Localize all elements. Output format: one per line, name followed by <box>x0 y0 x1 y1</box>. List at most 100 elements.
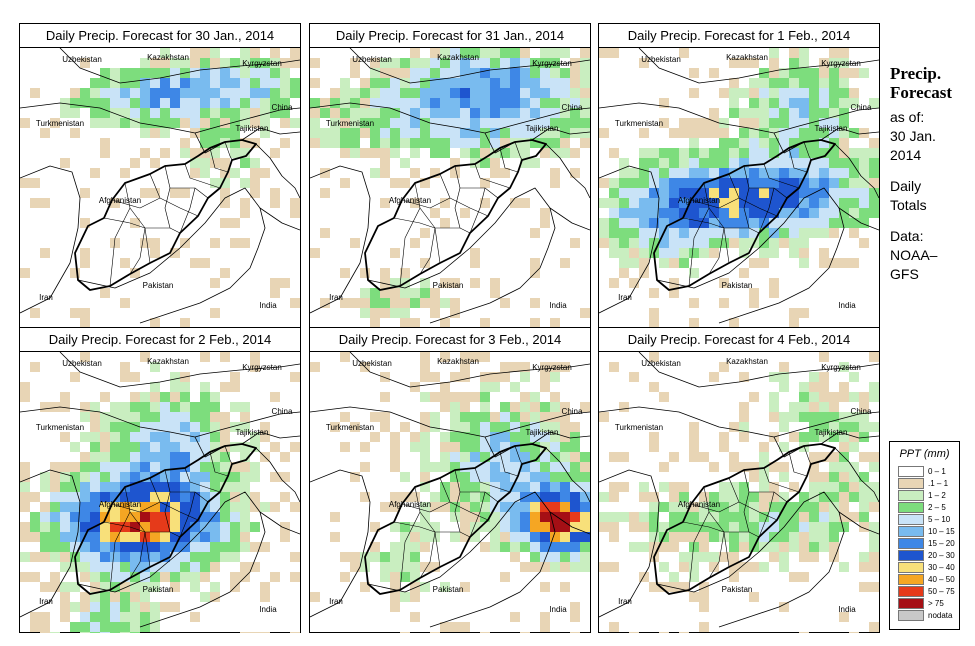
asof-date: 30 Jan. <box>890 128 936 144</box>
precip-cell <box>849 198 859 208</box>
precip-cell <box>859 158 869 168</box>
precip-cell <box>809 118 819 128</box>
precip-cell <box>410 562 420 572</box>
precip-cell <box>170 188 180 198</box>
precip-cell <box>829 158 839 168</box>
precip-cell <box>849 412 859 422</box>
precip-cell <box>849 228 859 238</box>
precip-cell <box>619 258 629 268</box>
precip-cell <box>540 512 550 522</box>
precip-cell <box>769 248 779 258</box>
precip-cell <box>170 552 180 562</box>
precip-cell <box>130 268 140 278</box>
precip-cell <box>809 452 819 462</box>
province-boundary <box>803 141 812 161</box>
country-border <box>773 431 879 458</box>
province-boundary <box>454 165 499 199</box>
precip-cell <box>30 308 40 318</box>
precip-cell <box>120 118 130 128</box>
province-boundary <box>703 486 730 568</box>
precip-cell <box>90 552 100 562</box>
precip-cell <box>120 168 130 178</box>
precip-cell <box>430 298 440 308</box>
precip-cell <box>100 78 110 88</box>
precip-cell <box>719 238 729 248</box>
province-boundary <box>179 187 196 234</box>
precip-cell <box>30 532 40 542</box>
precip-cell <box>639 218 649 228</box>
precip-cell <box>749 522 759 532</box>
precip-cell <box>160 422 170 432</box>
precip-cell <box>550 362 560 372</box>
country-border <box>834 143 879 199</box>
precip-cell <box>110 562 120 572</box>
precip-cell <box>719 188 729 198</box>
precip-cell <box>100 552 110 562</box>
precip-cell <box>390 108 400 118</box>
precip-cell <box>160 402 170 412</box>
precip-cell <box>580 542 590 552</box>
precip-cell <box>140 572 150 582</box>
precip-cell <box>859 582 869 592</box>
precip-cell <box>629 372 639 382</box>
precip-cell <box>460 128 470 138</box>
precip-cell <box>220 218 230 228</box>
precip-cell <box>250 88 260 98</box>
precip-cell <box>629 208 639 218</box>
precip-cell <box>729 482 739 492</box>
country-border <box>59 48 300 84</box>
precip-cell <box>609 188 619 198</box>
precip-cell <box>550 372 560 382</box>
precip-cell <box>689 268 699 278</box>
precip-cell <box>100 482 110 492</box>
precip-cell <box>220 452 230 462</box>
precip-cell <box>839 502 849 512</box>
precip-cell <box>20 532 30 542</box>
precip-cell <box>769 412 779 422</box>
precip-cell <box>60 98 70 108</box>
precip-cell <box>869 552 879 562</box>
precip-cell <box>759 522 769 532</box>
precip-cell <box>130 432 140 442</box>
precip-cell <box>70 502 80 512</box>
precip-cell <box>60 402 70 412</box>
province-boundary <box>109 511 131 591</box>
precip-cell <box>719 502 729 512</box>
province-boundary <box>803 445 812 465</box>
precip-cell <box>260 632 270 633</box>
precip-cell <box>40 522 50 532</box>
precip-cell <box>340 552 350 562</box>
precip-cell <box>190 148 200 158</box>
precip-cell <box>150 442 160 452</box>
precip-cell <box>240 158 250 168</box>
precip-cell <box>30 512 40 522</box>
precip-cell <box>779 188 789 198</box>
precip-cell <box>819 452 829 462</box>
precip-cell <box>100 412 110 422</box>
precip-cell <box>799 178 809 188</box>
precip-cell <box>869 422 879 432</box>
precip-cell <box>460 78 470 88</box>
precip-cell <box>490 532 500 542</box>
precip-cell <box>739 88 749 98</box>
precip-cell <box>90 502 100 512</box>
precip-cell <box>689 208 699 218</box>
legend-swatch <box>898 610 924 621</box>
precip-cell <box>450 88 460 98</box>
precip-cell <box>789 238 799 248</box>
precip-cell <box>420 462 430 472</box>
precip-cell <box>829 422 839 432</box>
precip-cell <box>809 208 819 218</box>
precip-cell <box>500 372 510 382</box>
precip-cell <box>520 432 530 442</box>
precip-cell <box>859 552 869 562</box>
precip-cell <box>190 502 200 512</box>
precip-cell <box>440 432 450 442</box>
precip-cell <box>220 542 230 552</box>
precip-cell <box>659 198 669 208</box>
precip-cell <box>240 178 250 188</box>
precip-cell <box>779 108 789 118</box>
precip-cell <box>580 562 590 572</box>
precip-cell <box>440 622 450 632</box>
precip-cell <box>709 372 719 382</box>
